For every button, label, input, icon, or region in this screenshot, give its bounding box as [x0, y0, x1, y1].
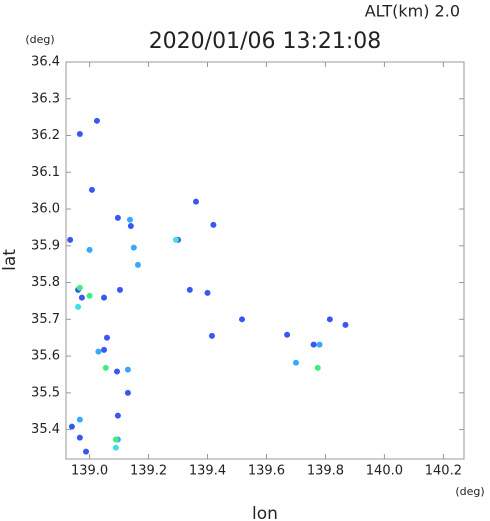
echo-point	[67, 236, 74, 243]
echo-point	[76, 416, 83, 423]
echo-point	[83, 448, 90, 455]
y-tick-label: 36.4	[31, 55, 60, 70]
echo-point	[112, 436, 119, 443]
echo-point	[114, 214, 121, 221]
echo-point	[239, 316, 246, 323]
x-tick-label: 139.8	[307, 464, 344, 479]
y-tick-label: 36.3	[31, 91, 60, 106]
echo-point	[116, 286, 123, 293]
echo-point	[208, 332, 215, 339]
y-tick-label: 36.1	[31, 165, 60, 180]
altitude: ALT(km) 2.0	[365, 2, 460, 21]
y-tick-label: 35.4	[31, 422, 60, 437]
echo-point	[124, 389, 131, 396]
y-tick-label: 35.7	[31, 312, 60, 327]
echo-point	[342, 321, 349, 328]
echo-point	[124, 366, 131, 373]
x-tick-label: 140.2	[425, 464, 462, 479]
x-tick-label: 139.4	[189, 464, 226, 479]
echo-point	[204, 289, 211, 296]
y-tick-label: 36.0	[31, 202, 60, 217]
x-tick-label: 140.0	[366, 464, 403, 479]
echo-point	[127, 222, 134, 229]
y-tick-label: 35.8	[31, 275, 60, 290]
y-tick-label: 35.9	[31, 238, 60, 253]
echo-point	[101, 346, 108, 353]
echo-point	[193, 198, 200, 205]
echo-point	[95, 348, 102, 355]
echo-point	[186, 286, 193, 293]
echo-point	[75, 303, 82, 310]
echo-point	[316, 341, 323, 348]
echo-point	[76, 131, 83, 138]
echo-point	[284, 331, 291, 338]
echo-point	[130, 244, 137, 251]
echo-point	[292, 359, 299, 366]
plot-frame	[65, 61, 465, 460]
y-unit: (deg)	[25, 33, 54, 46]
echo-point	[112, 444, 119, 451]
echo-point	[114, 412, 121, 419]
echo-point	[310, 341, 317, 348]
echo-point	[68, 423, 75, 430]
y-axis-label: lat	[0, 249, 20, 271]
echo-point	[76, 284, 83, 291]
echo-point	[114, 368, 121, 375]
echo-point	[88, 186, 95, 193]
echo-point	[172, 236, 179, 243]
echo-point	[78, 294, 85, 301]
y-tick-label: 36.2	[31, 128, 60, 143]
echo-point	[134, 261, 141, 268]
x-unit: (deg)	[455, 485, 484, 498]
echo-point	[103, 334, 110, 341]
echo-point	[326, 316, 333, 323]
x-axis-label: lon	[252, 504, 278, 521]
y-tick-label: 35.5	[31, 385, 60, 400]
x-tick-label: 139.2	[130, 464, 167, 479]
x-tick-label: 139.0	[71, 464, 108, 479]
echo-point	[314, 364, 321, 371]
x-tick-label: 139.6	[248, 464, 285, 479]
echo-point	[93, 117, 100, 124]
echo-point	[101, 294, 108, 301]
y-tick-label: 35.6	[31, 349, 60, 364]
echo-point	[102, 364, 109, 371]
echo-point	[86, 292, 93, 299]
echo-point	[76, 434, 83, 441]
chart-title: 2020/01/06 13:21:08	[149, 29, 382, 54]
echo-point	[86, 246, 93, 253]
echo-point	[126, 216, 133, 223]
echo-point	[210, 221, 217, 228]
